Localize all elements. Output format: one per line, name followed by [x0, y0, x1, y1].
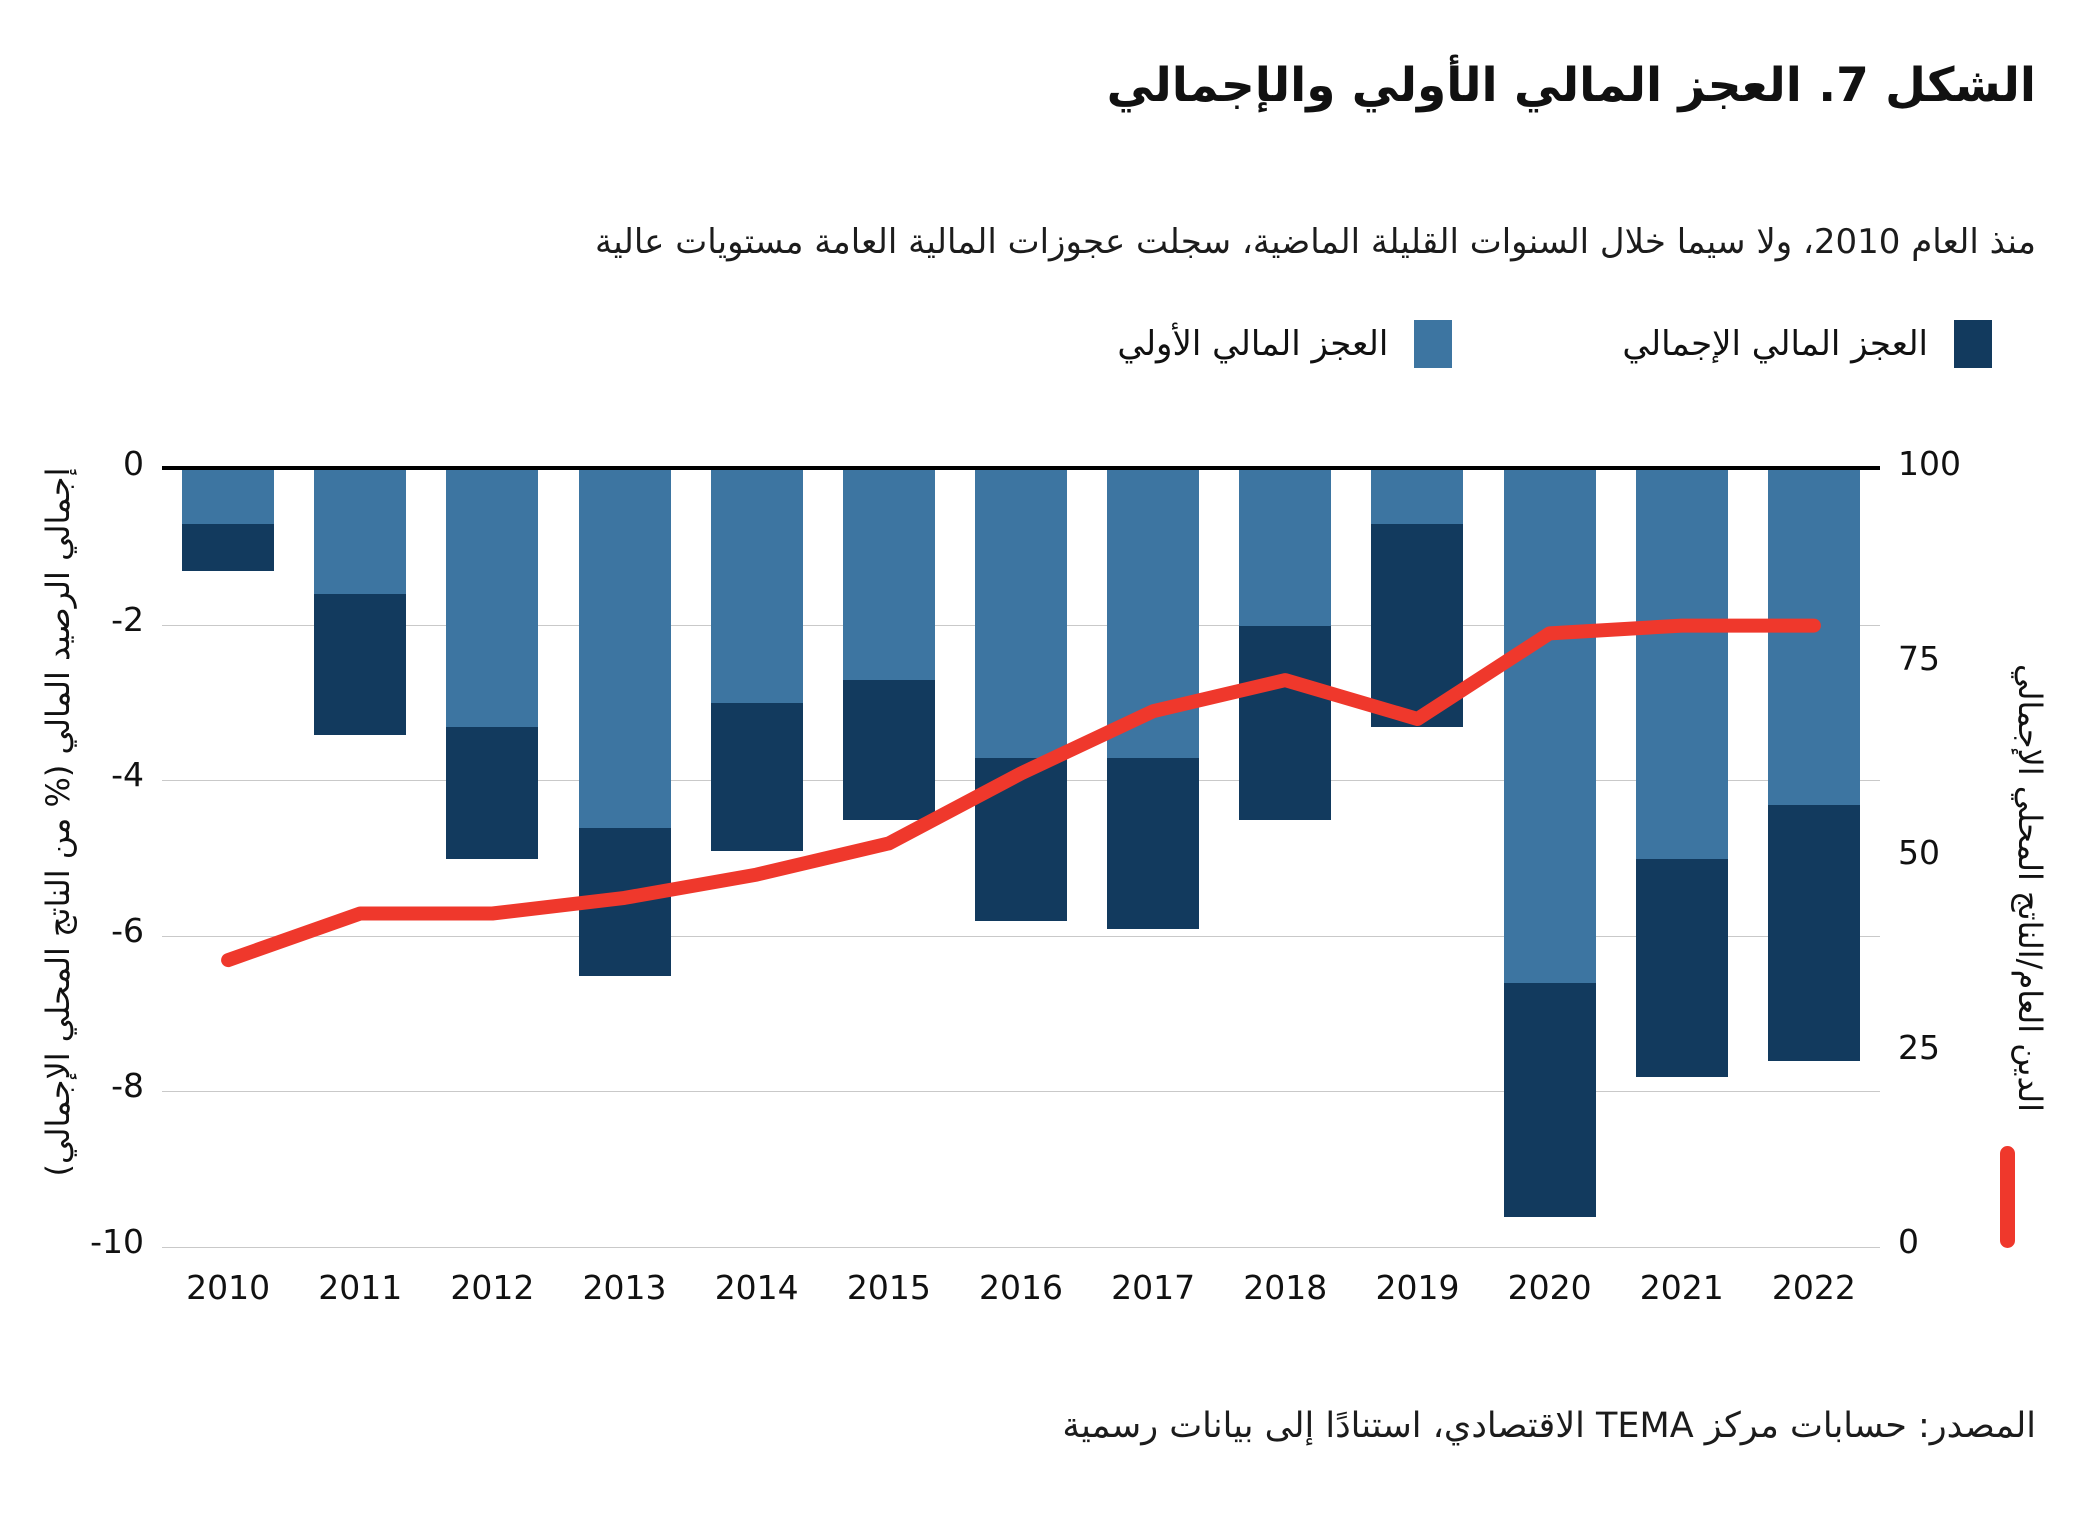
bar-group-2021 — [1616, 470, 1748, 1248]
x-tick-2021: 2021 — [1639, 1268, 1724, 1307]
y-tick-right-100: 100 — [1898, 444, 1961, 483]
bar-2013-primary-segment — [578, 470, 671, 828]
x-tick-2010: 2010 — [186, 1268, 271, 1307]
bar-2021-primary-segment — [1635, 470, 1728, 859]
bar-group-2018 — [1219, 470, 1351, 1248]
legend-swatch-primary — [1414, 320, 1453, 368]
y-tick-left--2: -2 — [111, 599, 144, 639]
source-note: المصدر: حسابات مركز TEMA الاقتصادي، استن… — [1062, 1406, 2036, 1446]
bar-2012-overall-segment — [446, 726, 539, 859]
gridline--8 — [162, 1091, 1880, 1093]
bar-2011-primary-segment — [314, 470, 407, 595]
x-tick-2017: 2017 — [1111, 1268, 1196, 1307]
bar-2014-overall-segment — [710, 703, 803, 852]
bar-2021-overall-segment — [1635, 859, 1728, 1077]
legend-item-primary: العجز المالي الأولي — [1117, 320, 1453, 368]
y-tick-left--10: -10 — [90, 1222, 144, 1261]
x-tick-2012: 2012 — [450, 1268, 535, 1307]
x-tick-2018: 2018 — [1243, 1268, 1328, 1307]
bar-2020-primary-segment — [1503, 470, 1596, 984]
legend-item-overall: العجز المالي الإجمالي — [1622, 320, 1992, 368]
y-tick-left--4: -4 — [111, 755, 144, 795]
bar-2017-overall-segment — [1107, 757, 1200, 930]
bar-2020-overall-segment — [1503, 983, 1596, 1217]
debt-line-chart — [221, 618, 1821, 968]
x-tick-2020: 2020 — [1507, 1268, 1592, 1307]
bar-group-2013 — [558, 470, 690, 1248]
bar-group-2020 — [1484, 470, 1616, 1248]
bar-group-2011 — [294, 470, 426, 1248]
x-tick-2016: 2016 — [979, 1268, 1063, 1307]
y-tick-left--6: -6 — [111, 910, 144, 950]
debt-line — [221, 618, 1821, 968]
bar-2018-overall-segment — [1239, 625, 1332, 821]
bar-2018-primary-segment — [1239, 470, 1332, 626]
bar-2015-overall-segment — [842, 680, 935, 821]
bar-2010-primary-segment — [182, 470, 275, 525]
bar-group-2015 — [823, 470, 955, 1248]
bar-group-2014 — [691, 470, 823, 1248]
x-tick-2022: 2022 — [1771, 1268, 1856, 1307]
legend-swatch-overall — [1954, 320, 1992, 368]
y-tick-right-50: 50 — [1898, 833, 1940, 872]
bar-2019-primary-segment — [1371, 470, 1464, 525]
legend: العجز المالي الإجمالي العجز المالي الأول… — [1117, 316, 1992, 372]
y-tick-right-25: 25 — [1898, 1027, 1940, 1067]
page-subtitle: منذ العام 2010، ولا سيما خلال السنوات ال… — [594, 222, 2036, 262]
bar-2011-overall-segment — [314, 594, 407, 735]
bar-group-2022 — [1748, 470, 1880, 1248]
bar-group-2010 — [162, 470, 294, 1248]
y-tick-right-0: 0 — [1898, 1222, 1919, 1261]
bar-group-2012 — [426, 470, 558, 1248]
plot-area — [162, 466, 1880, 1248]
bar-2014-primary-segment — [710, 470, 803, 704]
x-tick-2011: 2011 — [318, 1268, 403, 1307]
legend-label-overall: العجز المالي الإجمالي — [1622, 324, 1928, 364]
bar-2022-primary-segment — [1767, 470, 1860, 805]
x-tick-2014: 2014 — [714, 1268, 799, 1307]
bar-2015-primary-segment — [842, 470, 935, 681]
y-tick-left--8: -8 — [111, 1066, 144, 1106]
debt-line-legend-mark — [2000, 1146, 2015, 1248]
bar-2010-overall-segment — [182, 524, 275, 572]
bars — [162, 470, 1880, 1248]
y-tick-left-0: 0 — [123, 444, 144, 483]
x-tick-2019: 2019 — [1375, 1268, 1460, 1307]
gridline--10 — [162, 1247, 1880, 1248]
x-tick-2013: 2013 — [582, 1268, 667, 1307]
legend-label-primary: العجز المالي الأولي — [1117, 324, 1389, 364]
x-tick-2015: 2015 — [846, 1268, 931, 1307]
bar-2022-overall-segment — [1767, 804, 1860, 1062]
gridline--6 — [162, 935, 1880, 937]
y-tick-right-75: 75 — [1898, 638, 1940, 678]
page-title: الشكل 7. العجز المالي الأولي والإجمالي — [1106, 58, 2037, 113]
bar-2016-primary-segment — [974, 470, 1067, 758]
bar-2012-primary-segment — [446, 470, 539, 727]
